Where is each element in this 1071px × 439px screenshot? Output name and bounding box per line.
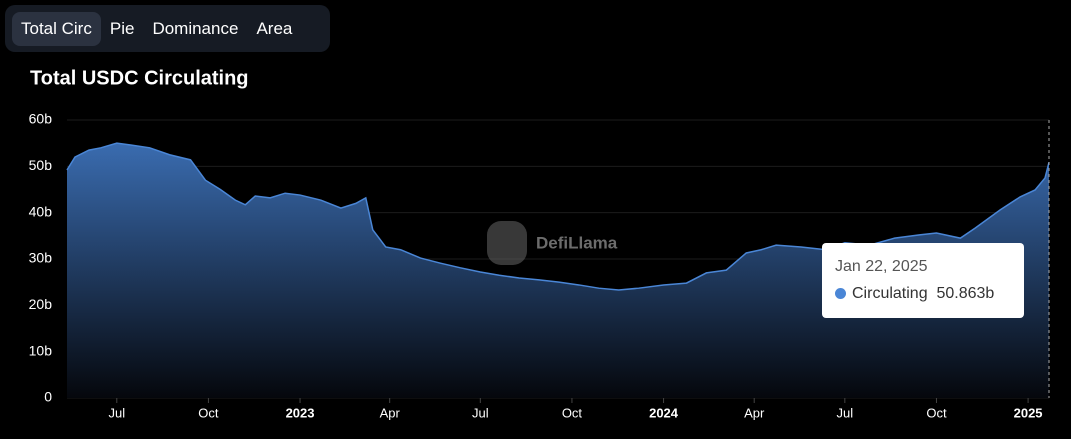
x-tick-label: 2025 (1014, 405, 1043, 420)
area (67, 143, 1049, 398)
chart-title: Total USDC Circulating (30, 67, 249, 89)
x-tick-label: 2023 (286, 405, 315, 420)
x-tick-label: 2024 (649, 405, 679, 420)
y-tick-label: 60b (29, 111, 53, 127)
tooltip-date: Jan 22, 2025 (835, 258, 928, 275)
x-tick-label: Jul (108, 405, 125, 420)
y-tick-label: 50b (29, 157, 53, 173)
y-tick-label: 20b (29, 296, 53, 312)
x-tick-label: Jul (472, 405, 489, 420)
x-tick-label: Oct (926, 405, 947, 420)
y-tick-label: 40b (29, 203, 53, 219)
tab[interactable]: Dominance (152, 18, 239, 38)
tooltip-value: 50.863b (936, 285, 995, 302)
tooltip-dot (835, 288, 846, 299)
tab[interactable]: Pie (109, 18, 135, 38)
x-tick-label: Apr (744, 405, 765, 420)
x-tick-label: Apr (380, 405, 401, 420)
x-tick-label: Oct (562, 405, 583, 420)
tab[interactable]: Area (256, 18, 293, 38)
y-tick-label: 0 (44, 389, 52, 405)
tooltip: Jan 22, 2025 Circulating 50.863b (822, 243, 1024, 318)
tab-bar: Total Circ Pie Dominance Area (5, 5, 330, 52)
x-tick-label: Jul (837, 405, 854, 420)
tooltip-row: Circulating 50.863b (835, 285, 1011, 303)
line (66, 142, 1050, 291)
y-tick-label: 30b (29, 250, 53, 266)
tooltip-series: Circulating (852, 285, 928, 302)
x-tick-label: Oct (198, 405, 219, 420)
watermark: DefiLlama (536, 233, 618, 252)
y-tick-label: 10b (29, 342, 53, 358)
watermark-logo (487, 221, 527, 265)
tab[interactable]: Total Circ (12, 11, 101, 46)
